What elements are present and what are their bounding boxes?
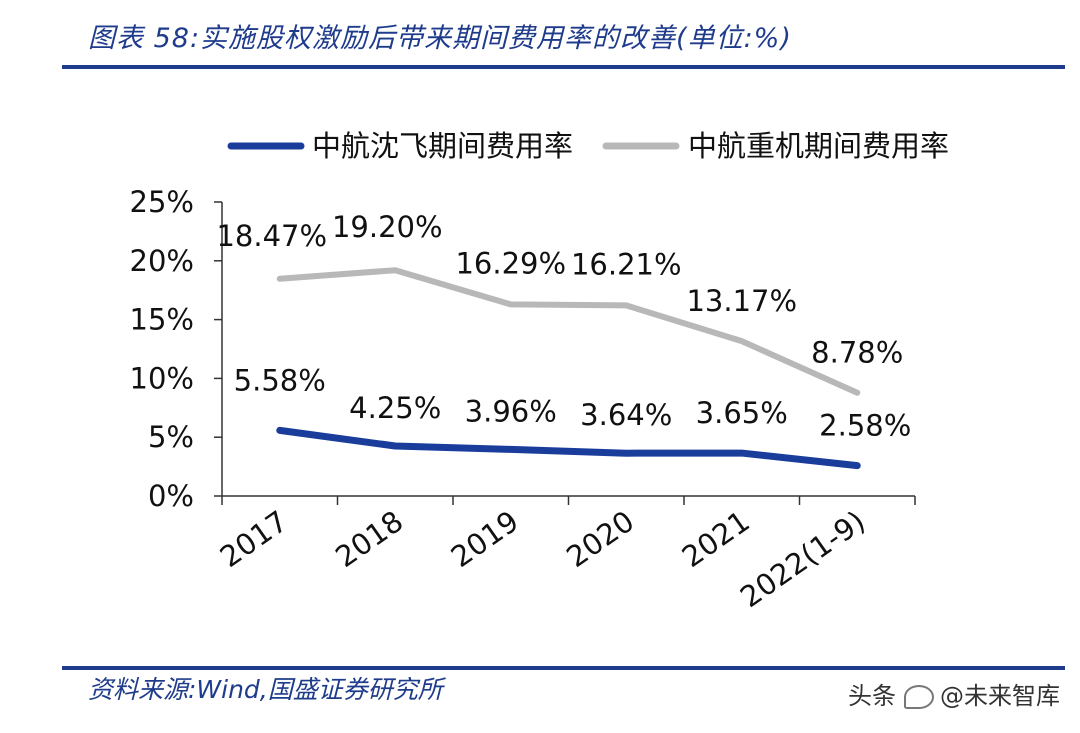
legend-label-zhongji: 中航重机期间费用率 (688, 129, 949, 163)
data-label-zhongji: 8.78% (811, 336, 903, 370)
data-label-zhongji: 16.29% (455, 246, 566, 280)
data-label-shenfei: 3.65% (696, 396, 788, 430)
x-tick-label: 2020 (560, 504, 640, 574)
data-label-zhongji: 13.17% (686, 284, 797, 318)
y-tick-label: 25% (130, 185, 194, 219)
data-label-shenfei: 2.58% (819, 409, 911, 443)
data-label-zhongji: 16.21% (571, 247, 682, 281)
data-label-zhongji: 18.47% (216, 219, 327, 253)
data-label-shenfei: 3.64% (580, 398, 672, 432)
data-label-shenfei: 4.25% (349, 391, 441, 425)
watermark: 头条 @未来智库 (848, 676, 1060, 711)
legend-label-shenfei: 中航沈飞期间费用率 (312, 129, 573, 163)
series-line-zhongji (276, 267, 861, 396)
y-tick-label: 5% (148, 420, 194, 454)
y-tick-label: 20% (130, 244, 194, 278)
data-label-shenfei: 5.58% (234, 363, 326, 397)
y-tick-label: 15% (130, 303, 194, 337)
source-note: 资料来源:Wind,国盛证券研究所 (88, 675, 443, 704)
series-line-shenfei (276, 426, 861, 470)
x-tick-label: 2022(1-9) (734, 504, 871, 614)
wechat-logo-icon (904, 685, 934, 709)
watermark-name: @未来智库 (940, 682, 1060, 710)
x-tick-label: 2021 (676, 504, 756, 574)
y-tick-label: 0% (148, 479, 194, 513)
y-tick-label: 10% (130, 361, 194, 395)
watermark-prefix: 头条 (848, 682, 896, 710)
x-tick-label: 2019 (445, 504, 525, 574)
x-tick-label: 2017 (214, 504, 294, 574)
source-rule (62, 666, 1065, 670)
title-rule (62, 65, 1065, 69)
data-label-shenfei: 3.96% (465, 394, 557, 428)
x-tick-label: 2018 (329, 504, 409, 574)
data-label-zhongji: 19.20% (332, 210, 443, 244)
figure-title: 图表 58:实施股权激励后带来期间费用率的改善(单位:%) (88, 23, 792, 54)
